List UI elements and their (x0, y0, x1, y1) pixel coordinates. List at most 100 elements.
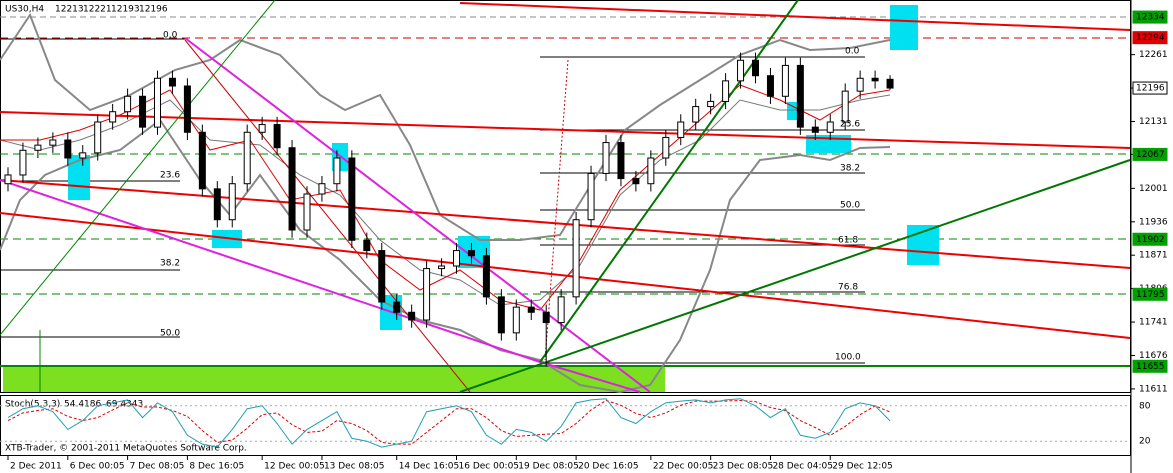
fib-label: 23.6 (840, 120, 860, 130)
x-tick-label: 6 Dec 00:05 (70, 462, 125, 472)
price-label-box (1132, 31, 1168, 45)
candle-body (453, 250, 460, 267)
candle-body (273, 124, 281, 149)
candle-body (348, 157, 356, 241)
candle-body (423, 268, 431, 321)
candle-body (871, 77, 879, 82)
candle-body (393, 301, 401, 313)
x-tick-label: 19 Dec 08:05 (518, 462, 579, 472)
fib-label: 38.2 (160, 259, 180, 269)
x-tick-label: 23 Dec 08:05 (713, 462, 774, 472)
candle-body (572, 219, 580, 298)
candle-body (198, 131, 206, 190)
price-label: 12067 (1136, 150, 1165, 160)
stoch-main-last: 54.4186 (64, 400, 101, 410)
price-label-box (1132, 81, 1168, 95)
candle-body (258, 124, 266, 133)
y-tick-label: 11676 (1139, 351, 1168, 361)
candle-body (587, 172, 595, 221)
x-tick-label: 12 Dec 00:05 (264, 462, 325, 472)
candle-body (841, 90, 849, 123)
candle-body (4, 174, 12, 185)
y-tick-label: 12261 (1139, 50, 1168, 60)
candle-body (408, 311, 416, 321)
candle-body (752, 59, 759, 77)
trend-lines-thin (0, 0, 276, 392)
candle-body (617, 142, 625, 180)
candle-body (766, 75, 774, 97)
candle-body (527, 306, 535, 313)
trend-lines-green (459, 0, 1131, 393)
candle-body (49, 139, 57, 146)
candle-body (886, 78, 894, 89)
candle-body (662, 136, 670, 159)
x-tick-label: 7 Dec 08:05 (130, 462, 185, 472)
x-tick-label: 28 Dec 04:05 (772, 462, 833, 472)
candle-body (632, 178, 640, 185)
candle-body (363, 239, 371, 252)
candle-body (856, 77, 864, 92)
fib-label: 50.0 (840, 201, 860, 211)
price-label: 11795 (1136, 290, 1165, 300)
y-tick-label: 12001 (1139, 184, 1168, 194)
fib-label: 61.8 (838, 236, 858, 246)
candle-body (707, 100, 715, 108)
candle-body (737, 59, 745, 82)
fib-label: 0.0 (845, 47, 860, 57)
moving-average (0, 84, 891, 311)
price-label-box (1132, 287, 1168, 301)
candle-body (168, 77, 176, 87)
candle-body (124, 95, 132, 113)
candle-body (333, 157, 341, 185)
trend-line (184, 39, 471, 393)
candle-body (796, 64, 804, 128)
trend-lines-magenta (0, 37, 651, 393)
candle-body (467, 250, 475, 257)
price-label: 12294 (1136, 33, 1165, 43)
candle-body (139, 95, 147, 128)
candle-body (303, 193, 311, 231)
candle-body (542, 311, 550, 324)
candle-body (79, 152, 87, 159)
fib-label: 38.2 (840, 164, 860, 174)
candle-body (288, 147, 296, 231)
price-label: 12196 (1136, 84, 1165, 94)
candle-body (512, 306, 520, 334)
x-tick-label: 22 Dec 00:05 (653, 462, 714, 472)
x-tick-label: 29 Dec 12:05 (832, 462, 893, 472)
candle-body (482, 255, 490, 298)
stoch-signal-last: 69.4343 (106, 400, 143, 410)
fib-label: 100.0 (835, 353, 861, 363)
x-tick-label: 16 Dec 00:05 (459, 462, 520, 472)
price-label-box (1132, 359, 1168, 373)
candle-body (154, 77, 161, 128)
x-tick-label: 14 Dec 16:05 (399, 462, 460, 472)
y-tick-label: 11936 (1139, 217, 1168, 227)
layout (0, 0, 1132, 473)
candle-body (826, 121, 834, 133)
y-tick-label: 11741 (1139, 318, 1168, 328)
x-tick-label: 20 Dec 16:05 (578, 462, 639, 472)
y-tick-label: 11611 (1139, 384, 1168, 394)
candle-body (722, 80, 730, 102)
fib-label: 23.6 (160, 171, 180, 181)
candle-body (64, 139, 72, 159)
price-label-box (1132, 10, 1168, 24)
candle-body (497, 296, 505, 334)
stoch-tick-label: 80 (1139, 401, 1151, 411)
price-label: 12334 (1136, 13, 1165, 23)
candle-body (677, 121, 685, 138)
candle-body (228, 183, 236, 221)
candle-body (438, 265, 446, 270)
header-open: 12213 (55, 5, 84, 15)
price-label-box (1132, 147, 1168, 161)
x-tick-label: 2 Dec 2011 (10, 462, 62, 472)
symbol: US30,H4 (5, 5, 44, 15)
candle-body (183, 85, 191, 133)
candle-body (213, 188, 221, 221)
candle-body (647, 157, 655, 185)
y-tick-label: 11871 (1139, 251, 1168, 261)
candle-body (811, 126, 819, 133)
